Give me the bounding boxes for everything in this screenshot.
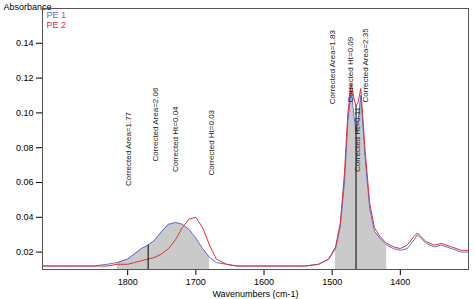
svg-text:Wavenumbers (cm-1): Wavenumbers (cm-1) bbox=[212, 289, 298, 299]
svg-text:0.10: 0.10 bbox=[16, 108, 34, 118]
svg-text:PE 1: PE 1 bbox=[47, 10, 67, 20]
svg-text:0.12: 0.12 bbox=[16, 73, 34, 83]
svg-text:0.02: 0.02 bbox=[16, 247, 34, 257]
svg-text:1800: 1800 bbox=[118, 277, 138, 287]
svg-text:Corrected Ht=0.11: Corrected Ht=0.11 bbox=[353, 107, 362, 173]
svg-text:0.04: 0.04 bbox=[16, 212, 34, 222]
svg-text:Corrected Area=2.06: Corrected Area=2.06 bbox=[151, 87, 160, 162]
svg-text:1400: 1400 bbox=[390, 277, 410, 287]
svg-text:Absorbance: Absorbance bbox=[4, 2, 52, 12]
svg-text:0.08: 0.08 bbox=[16, 143, 34, 153]
svg-text:PE 2: PE 2 bbox=[47, 20, 67, 30]
svg-text:Corrected Ht=0.04: Corrected Ht=0.04 bbox=[171, 106, 180, 172]
svg-text:1600: 1600 bbox=[254, 277, 274, 287]
svg-text:0.06: 0.06 bbox=[16, 177, 34, 187]
svg-text:Corrected Ht=0.09: Corrected Ht=0.09 bbox=[346, 36, 355, 102]
svg-text:Corrected Area=1.83: Corrected Area=1.83 bbox=[328, 30, 337, 105]
svg-text:1700: 1700 bbox=[186, 277, 206, 287]
svg-text:Corrected Ht=0.03: Corrected Ht=0.03 bbox=[207, 109, 216, 175]
svg-text:1500: 1500 bbox=[322, 277, 342, 287]
svg-text:Corrected Area=2.35: Corrected Area=2.35 bbox=[361, 28, 370, 103]
svg-text:0.14: 0.14 bbox=[16, 38, 34, 48]
svg-text:Corrected Area=1.77: Corrected Area=1.77 bbox=[124, 111, 133, 186]
